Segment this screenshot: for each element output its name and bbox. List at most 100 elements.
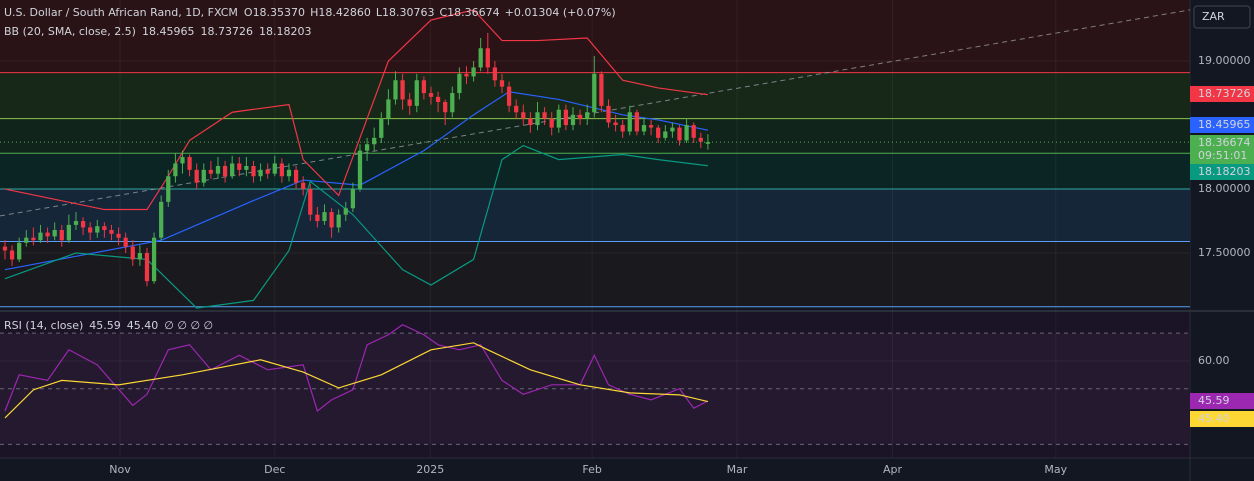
candle-body xyxy=(492,67,498,81)
candle-body xyxy=(471,67,476,77)
currency: ZAR xyxy=(1202,10,1225,23)
candle-body xyxy=(499,80,505,87)
candle-body xyxy=(109,230,114,234)
bb-lower-price: 18.18203 xyxy=(1198,165,1251,178)
x-tick-label: May xyxy=(1044,463,1067,476)
candle-body xyxy=(215,166,221,174)
candle-body xyxy=(180,157,185,164)
level-zone xyxy=(0,306,1190,310)
candle-body xyxy=(663,131,668,138)
candle-body xyxy=(450,93,455,113)
candle-body xyxy=(201,169,206,183)
candle-body xyxy=(137,253,143,260)
candle-body xyxy=(66,224,72,241)
candle-body xyxy=(315,214,320,222)
candle-body xyxy=(251,166,256,177)
rsi-tick-label: 60.00 xyxy=(1198,354,1230,367)
bb-upper-price-box xyxy=(1190,86,1254,102)
candle-body xyxy=(407,99,412,106)
candle-body xyxy=(705,142,711,144)
level-zone xyxy=(0,189,1190,242)
ohlc-letter: H xyxy=(310,6,318,19)
rsi-price: 45.59 xyxy=(1198,394,1230,407)
candle-body xyxy=(265,169,270,174)
candle-body xyxy=(421,80,427,94)
candle-body xyxy=(528,118,533,126)
candle-body xyxy=(230,163,235,177)
candle-body xyxy=(279,163,285,177)
bollinger-line xyxy=(4,144,708,309)
candle-body xyxy=(237,163,242,170)
y-tick-label: 17.50000 xyxy=(1198,246,1251,259)
candle-body xyxy=(286,169,292,177)
candle-body xyxy=(556,109,561,128)
candle-body xyxy=(372,137,377,145)
candle-body xyxy=(9,250,15,260)
candle-body xyxy=(244,166,249,170)
last-price-box xyxy=(1190,135,1254,164)
candle-body xyxy=(187,157,192,170)
ohlc-value: 18.30763 xyxy=(382,6,435,19)
candle-body xyxy=(464,73,469,77)
candle-body xyxy=(570,114,576,126)
rsi-ma-legend-value: 45.40 xyxy=(127,319,159,332)
candle-body xyxy=(698,137,703,142)
candle-body xyxy=(123,237,128,247)
candle-body xyxy=(585,112,590,119)
candle-body xyxy=(606,105,611,123)
candle-body xyxy=(641,125,647,132)
candle-body xyxy=(563,109,569,126)
candle-body xyxy=(308,189,313,215)
candle-body xyxy=(506,86,512,106)
candle-body xyxy=(208,169,214,174)
ohlc-value: 18.35370 xyxy=(253,6,306,19)
candle-body xyxy=(102,226,107,231)
candle-body xyxy=(144,253,150,282)
bb-legend-value: 18.18203 xyxy=(259,25,312,38)
candle-body xyxy=(684,125,689,141)
candle-body xyxy=(350,189,356,209)
currency-box xyxy=(1193,5,1251,29)
rsi-legend-name: RSI (14, close) xyxy=(4,319,83,332)
candle-body xyxy=(31,237,36,241)
candle-body xyxy=(620,125,625,132)
rsi-ma-price-box xyxy=(1190,411,1254,427)
ohlc-value: 18.36674 xyxy=(447,6,500,19)
candle-body xyxy=(293,169,299,183)
x-tick-label: Dec xyxy=(264,463,285,476)
candle-body xyxy=(478,48,483,68)
candle-body xyxy=(329,212,334,228)
x-tick-label: Mar xyxy=(727,463,748,476)
bb-middle-price: 18.45965 xyxy=(1198,118,1251,131)
candle-body xyxy=(17,242,22,260)
candle-body xyxy=(301,182,306,190)
candle-body xyxy=(599,73,604,106)
last-price: 18.36674 xyxy=(1198,136,1251,149)
candle-body xyxy=(166,176,171,202)
countdown: 09:51:01 xyxy=(1198,149,1247,162)
candle-body xyxy=(485,48,490,68)
candle-body xyxy=(577,114,583,119)
rsi-ma-price: 45.40 xyxy=(1198,412,1230,425)
bb-upper-price: 18.73726 xyxy=(1198,87,1251,100)
candle-body xyxy=(173,163,178,177)
candle-body xyxy=(130,246,135,260)
candle-body xyxy=(194,169,199,183)
ohlc-letter: C xyxy=(439,6,447,19)
rsi-legend-value: 45.59 xyxy=(89,319,121,332)
bb-legend-name: BB (20, SMA, close, 2.5) xyxy=(4,25,136,38)
candle-body xyxy=(364,144,370,151)
x-tick-label: 2025 xyxy=(416,463,444,476)
candle-body xyxy=(159,201,164,238)
candle-body xyxy=(428,93,434,97)
rsi-legend-extra: ∅ ∅ ∅ ∅ xyxy=(164,319,213,332)
candle-body xyxy=(542,112,547,119)
candle-body xyxy=(414,80,419,106)
rsi-line xyxy=(4,342,709,419)
candle-body xyxy=(443,102,448,113)
candle-body xyxy=(435,96,441,103)
candle-body xyxy=(386,99,391,119)
rsi-price-box xyxy=(1190,393,1254,409)
bb-legend-value: 18.45965 xyxy=(142,25,195,38)
marks-layer xyxy=(0,9,1191,419)
